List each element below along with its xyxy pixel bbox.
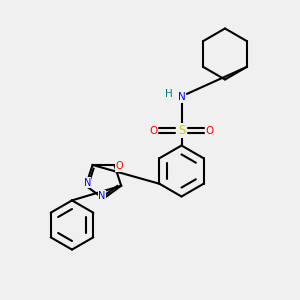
Text: H: H [165, 89, 173, 99]
Text: N: N [98, 190, 106, 201]
Text: S: S [178, 124, 185, 137]
Text: O: O [206, 125, 214, 136]
Text: O: O [149, 125, 157, 136]
Text: O: O [115, 161, 123, 172]
Text: N: N [84, 178, 91, 188]
Text: N: N [178, 92, 185, 103]
